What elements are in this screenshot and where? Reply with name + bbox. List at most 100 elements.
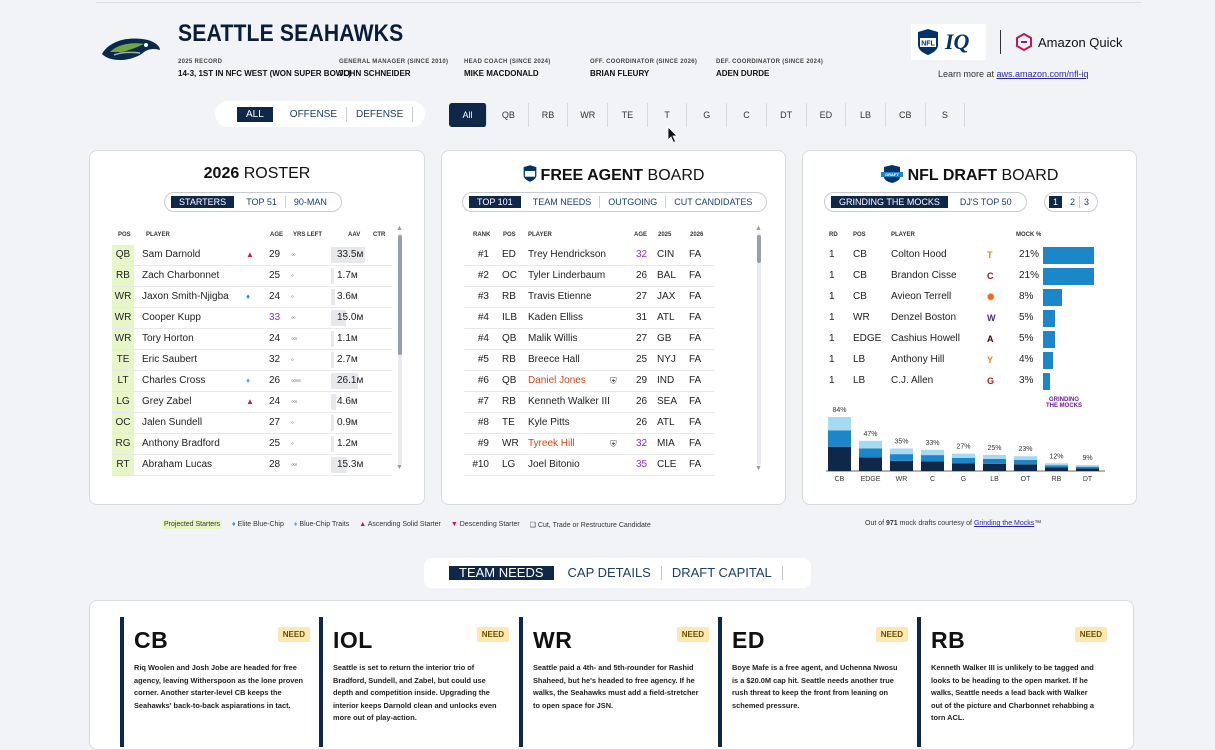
learn-more-link[interactable]: aws.amazon.com/nfl-iq [996, 69, 1089, 79]
col-rd[interactable]: RD [829, 232, 838, 238]
table-row[interactable]: #4 QB Malik Willis 27 GB FA [464, 329, 714, 350]
roster-scroll-thumb[interactable] [398, 235, 402, 355]
col-age[interactable]: AGE [270, 232, 284, 238]
chart-bar-lb-segment[interactable] [983, 463, 1006, 471]
pos-t-tab[interactable]: T [648, 103, 688, 127]
table-row[interactable]: #3 RB Travis Etienne 27 JAX FA [464, 287, 714, 308]
table-row[interactable]: RB Zach Charbonnet 25 ◦ 1.7м [112, 266, 392, 287]
roster-tab-top51[interactable]: TOP 51 [238, 196, 286, 208]
col-ctr[interactable]: CTR [373, 232, 386, 238]
table-row[interactable]: LT Charles Cross ♦ 26 ◦◦◦◦◦ 26.1м [112, 371, 392, 392]
chart-bar-g-segment[interactable] [952, 453, 975, 458]
table-row[interactable]: WR Cooper Kupp 33 ◦◦ 15.0м [112, 308, 392, 329]
fa-scrollbar[interactable] [757, 233, 761, 465]
page-2[interactable]: 2 [1066, 196, 1081, 208]
chart-bar-g-segment[interactable] [952, 463, 975, 471]
unit-all-tab[interactable]: ALL [237, 106, 273, 122]
tab-cap-details[interactable]: CAP DETAILS [558, 566, 662, 580]
draft-tab-dj-top50[interactable]: DJ'S TOP 50 [959, 197, 1012, 207]
chart-bar-dt-segment[interactable] [1076, 465, 1099, 467]
pos-te-tab[interactable]: TE [608, 103, 648, 127]
table-row[interactable]: 1 CB Avieon Terrell ✺ 8% [825, 287, 1097, 308]
table-row[interactable]: WR Tory Horton 24 ◦◦◦ 1.1м [112, 329, 392, 350]
table-row[interactable]: 1 LB Anthony Hill Y 4% [825, 350, 1097, 371]
fa-tab-cut-candidates[interactable]: CUT CANDIDATES [674, 197, 753, 207]
chart-bar-lb-segment[interactable] [983, 458, 1006, 464]
chart-bar-rb-segment[interactable] [1045, 467, 1068, 471]
table-row[interactable]: #7 RB Kenneth Walker III 26 SEA FA [464, 392, 714, 413]
table-row[interactable]: RG Anthony Bradford 25 ◦ 1.2м [112, 434, 392, 455]
chart-bar-ot-segment[interactable] [1014, 459, 1037, 465]
table-row[interactable]: 1 WR Denzel Boston W 5% [825, 308, 1097, 329]
tab-draft-capital[interactable]: DRAFT CAPITAL [662, 566, 783, 580]
pos-qb-tab[interactable]: QB [489, 103, 529, 127]
col-rank[interactable]: RANK [473, 232, 491, 238]
pos-wr-tab[interactable]: WR [568, 103, 609, 127]
col-player[interactable]: PLAYER [891, 232, 915, 238]
page-1[interactable]: 1 [1049, 196, 1063, 208]
scroll-up-icon[interactable]: ▲ [755, 225, 762, 232]
col-yrs-left[interactable]: YRS LEFT [293, 232, 323, 238]
table-row[interactable]: #5 RB Breece Hall 25 NYJ FA [464, 350, 714, 371]
roster-tab-90man[interactable]: 90-MAN [293, 197, 327, 207]
table-row[interactable]: #9 WR Tyreek Hill ⛨ 32 MIA FA [464, 434, 714, 455]
table-row[interactable]: #1 ED Trey Hendrickson 32 CIN FA [464, 245, 714, 266]
table-row[interactable]: QB Sam Darnold ▲ 29 ◦◦ 33.5м [112, 245, 392, 266]
pos-c-tab[interactable]: C [727, 103, 767, 127]
pos-lb-tab[interactable]: LB [846, 103, 886, 127]
chart-bar-edge-segment[interactable] [859, 440, 882, 449]
chart-bar-lb-segment[interactable] [983, 454, 1006, 459]
chart-bar-dt-segment[interactable] [1076, 468, 1099, 471]
scroll-up-icon[interactable]: ▲ [396, 225, 403, 232]
col-player[interactable]: PLAYER [146, 232, 170, 238]
table-row[interactable]: #8 TE Kyle Pitts 26 ATL FA [464, 413, 714, 434]
chart-bar-g-segment[interactable] [952, 457, 975, 464]
chart-bar-rb-segment[interactable] [1045, 463, 1068, 466]
chart-bar-edge-segment[interactable] [859, 457, 882, 471]
page-3[interactable]: 3 [1084, 197, 1090, 207]
table-row[interactable]: WR Jaxon Smith-Njigba ♦ 24 ◦ 3.6м [112, 287, 392, 308]
chart-bar-wr-segment[interactable] [890, 454, 913, 461]
table-row[interactable]: #2 OC Tyler Linderbaum 26 BAL FA [464, 266, 714, 287]
unit-defense-tab[interactable]: DEFENSE [347, 106, 414, 122]
col-pos[interactable]: POS [118, 232, 131, 238]
chart-bar-c-segment[interactable] [921, 455, 944, 462]
pos-s-tab[interactable]: S [926, 103, 966, 127]
draft-tab-grinding[interactable]: GRINDING THE MOCKS [831, 196, 948, 208]
unit-offense-tab[interactable]: OFFENSE [281, 106, 348, 122]
pos-all-tab[interactable]: All [449, 103, 487, 127]
table-row[interactable]: 1 LB C.J. Allen G 3% [825, 371, 1097, 392]
chart-bar-cb-segment[interactable] [828, 430, 851, 447]
table-row[interactable]: #6 QB Daniel Jones ⛨ 29 IND FA [464, 371, 714, 392]
col-pos[interactable]: POS [853, 232, 866, 238]
table-row[interactable]: 1 CB Brandon Cisse C 21% [825, 266, 1097, 287]
col-age[interactable]: AGE [634, 232, 648, 238]
chart-bar-cb-segment[interactable] [828, 446, 851, 471]
pos-g-tab[interactable]: G [687, 103, 728, 127]
table-row[interactable]: LG Grey Zabel ▲ 24 ◦◦◦ 4.6м [112, 392, 392, 413]
chart-bar-cb-segment[interactable] [828, 417, 851, 431]
table-row[interactable]: #4 ILB Kaden Elliss 31 ATL FA [464, 308, 714, 329]
table-row[interactable]: RT Abraham Lucas 28 ◦◦◦ 15.3м [112, 455, 392, 476]
chart-bar-c-segment[interactable] [921, 461, 944, 471]
chart-bar-c-segment[interactable] [921, 449, 944, 456]
chart-bar-ot-segment[interactable] [1014, 464, 1037, 471]
fa-scroll-thumb[interactable] [757, 235, 761, 263]
col-2026[interactable]: 2026 [690, 232, 704, 238]
col-aav[interactable]: AAV [348, 232, 361, 238]
chart-bar-ot-segment[interactable] [1014, 456, 1037, 460]
chart-bar-wr-segment[interactable] [890, 448, 913, 455]
grinding-mocks-link[interactable]: Grinding the Mocks [973, 520, 1035, 527]
pos-rb-tab[interactable]: RB [529, 103, 569, 127]
table-row[interactable]: OC Jalen Sundell 27 ◦ 0.9м [112, 413, 392, 434]
fa-tab-team-needs[interactable]: TEAM NEEDS [525, 196, 601, 208]
pos-ed-tab[interactable]: ED [807, 103, 847, 127]
chart-bar-wr-segment[interactable] [890, 460, 913, 471]
roster-scrollbar[interactable] [398, 233, 402, 465]
col-mock-pct[interactable]: MOCK % [1016, 232, 1042, 238]
col-player[interactable]: PLAYER [528, 232, 552, 238]
table-row[interactable]: 1 EDGE Cashius Howell A 5% [825, 329, 1097, 350]
table-row[interactable]: #10 LG Joel Bitonio 35 CLE FA [464, 455, 714, 476]
table-row[interactable]: TE Eric Saubert 32 ◦ 2.7м [112, 350, 392, 371]
fa-tab-top101[interactable]: TOP 101 [469, 196, 521, 208]
